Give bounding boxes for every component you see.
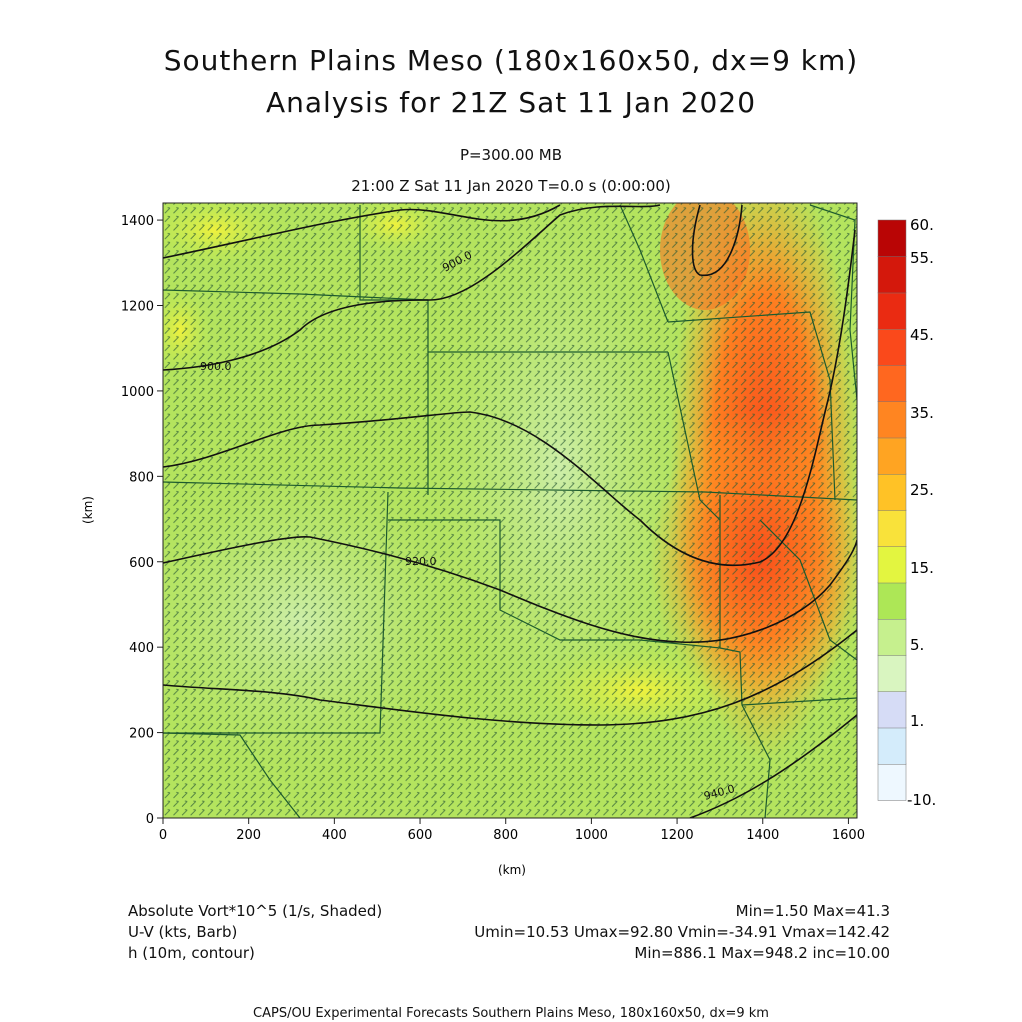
credit-line: CAPS/OU Experimental Forecasts Southern … — [253, 1006, 769, 1021]
height-stats: Min=886.1 Max=948.2 inc=10.00 — [634, 944, 890, 962]
x-tick-label: 800 — [493, 828, 518, 843]
colorbar-swatch — [877, 473, 907, 511]
x-axis-label: (km) — [498, 863, 526, 877]
y-tick-label: 0 — [146, 812, 154, 827]
colorbar-swatch — [877, 763, 907, 801]
colorbar-label: 25. — [910, 481, 934, 499]
colorbar-label: 55. — [910, 249, 934, 267]
colorbar-label: -10. — [907, 791, 936, 809]
wind-stats: Umin=10.53 Umax=92.80 Vmin=-34.91 Vmax=1… — [474, 923, 890, 941]
vorticity-stats: Min=1.50 Max=41.3 — [735, 902, 890, 920]
colorbar-swatch — [877, 219, 907, 257]
colorbar-swatch — [877, 328, 907, 366]
x-tick-label: 1600 — [832, 828, 865, 843]
plot-frame — [162, 202, 858, 819]
wind-barbs — [163, 203, 857, 818]
colorbar-swatch — [877, 618, 907, 656]
x-tick-label: 0 — [159, 828, 167, 843]
y-tick-label: 1000 — [121, 385, 154, 400]
colorbar-swatch — [877, 292, 907, 330]
y-tick-label: 600 — [129, 556, 154, 571]
colorbar-swatch — [877, 364, 907, 402]
x-tick-label: 1400 — [746, 828, 779, 843]
colorbar-swatch — [877, 654, 907, 692]
colorbar-label: 45. — [910, 326, 934, 344]
colorbar-label: 60. — [910, 216, 934, 234]
y-tick-label: 400 — [129, 641, 154, 656]
valid-time-label: 21:00 Z Sat 11 Jan 2020 T=0.0 s (0:00:00… — [351, 177, 671, 195]
y-tick-label: 1400 — [121, 214, 154, 229]
x-tick-label: 400 — [322, 828, 347, 843]
colorbar-swatch — [877, 727, 907, 765]
height-label: h (10m, contour) — [128, 944, 255, 962]
colorbar-label: 35. — [910, 404, 934, 422]
x-tick-label: 1000 — [575, 828, 608, 843]
y-axis-label: (km) — [81, 496, 95, 524]
contour-label: 900.0 — [200, 360, 232, 373]
colorbar-swatch — [877, 546, 907, 584]
colorbar-swatch — [877, 437, 907, 475]
colorbar-swatch — [877, 691, 907, 729]
chart-subtitle: Analysis for 21Z Sat 11 Jan 2020 — [265, 86, 757, 119]
y-tick-label: 200 — [129, 727, 154, 742]
colorbar-swatch — [877, 256, 907, 294]
colorbar-swatch — [877, 509, 907, 547]
colorbar-swatch — [877, 401, 907, 439]
x-tick-label: 1200 — [661, 828, 694, 843]
colorbar-label: 1. — [910, 712, 924, 730]
contour-label: 920.0 — [405, 555, 437, 568]
y-axis: 0 200 400 600 800 1000 1200 1400 — [121, 214, 163, 827]
y-tick-label: 800 — [129, 470, 154, 485]
pressure-level-label: P=300.00 MB — [459, 146, 563, 164]
colorbar: -10. 1. 5. 15. 25. 35. 45. 55. 60. — [877, 216, 936, 809]
x-tick-label: 600 — [408, 828, 433, 843]
colorbar-swatch — [877, 582, 907, 620]
y-tick-label: 1200 — [121, 300, 154, 315]
colorbar-label: 15. — [910, 559, 934, 577]
x-axis: 0 200 400 600 800 1000 1200 1400 1600 — [159, 818, 865, 843]
colorbar-label: 5. — [910, 636, 924, 654]
chart-title: Southern Plains Meso (180x160x50, dx=9 k… — [163, 44, 859, 77]
x-tick-label: 200 — [236, 828, 261, 843]
vorticity-label: Absolute Vort*10^5 (1/s, Shaded) — [128, 902, 383, 920]
height-contours — [163, 204, 857, 818]
wind-label: U-V (kts, Barb) — [128, 923, 238, 941]
